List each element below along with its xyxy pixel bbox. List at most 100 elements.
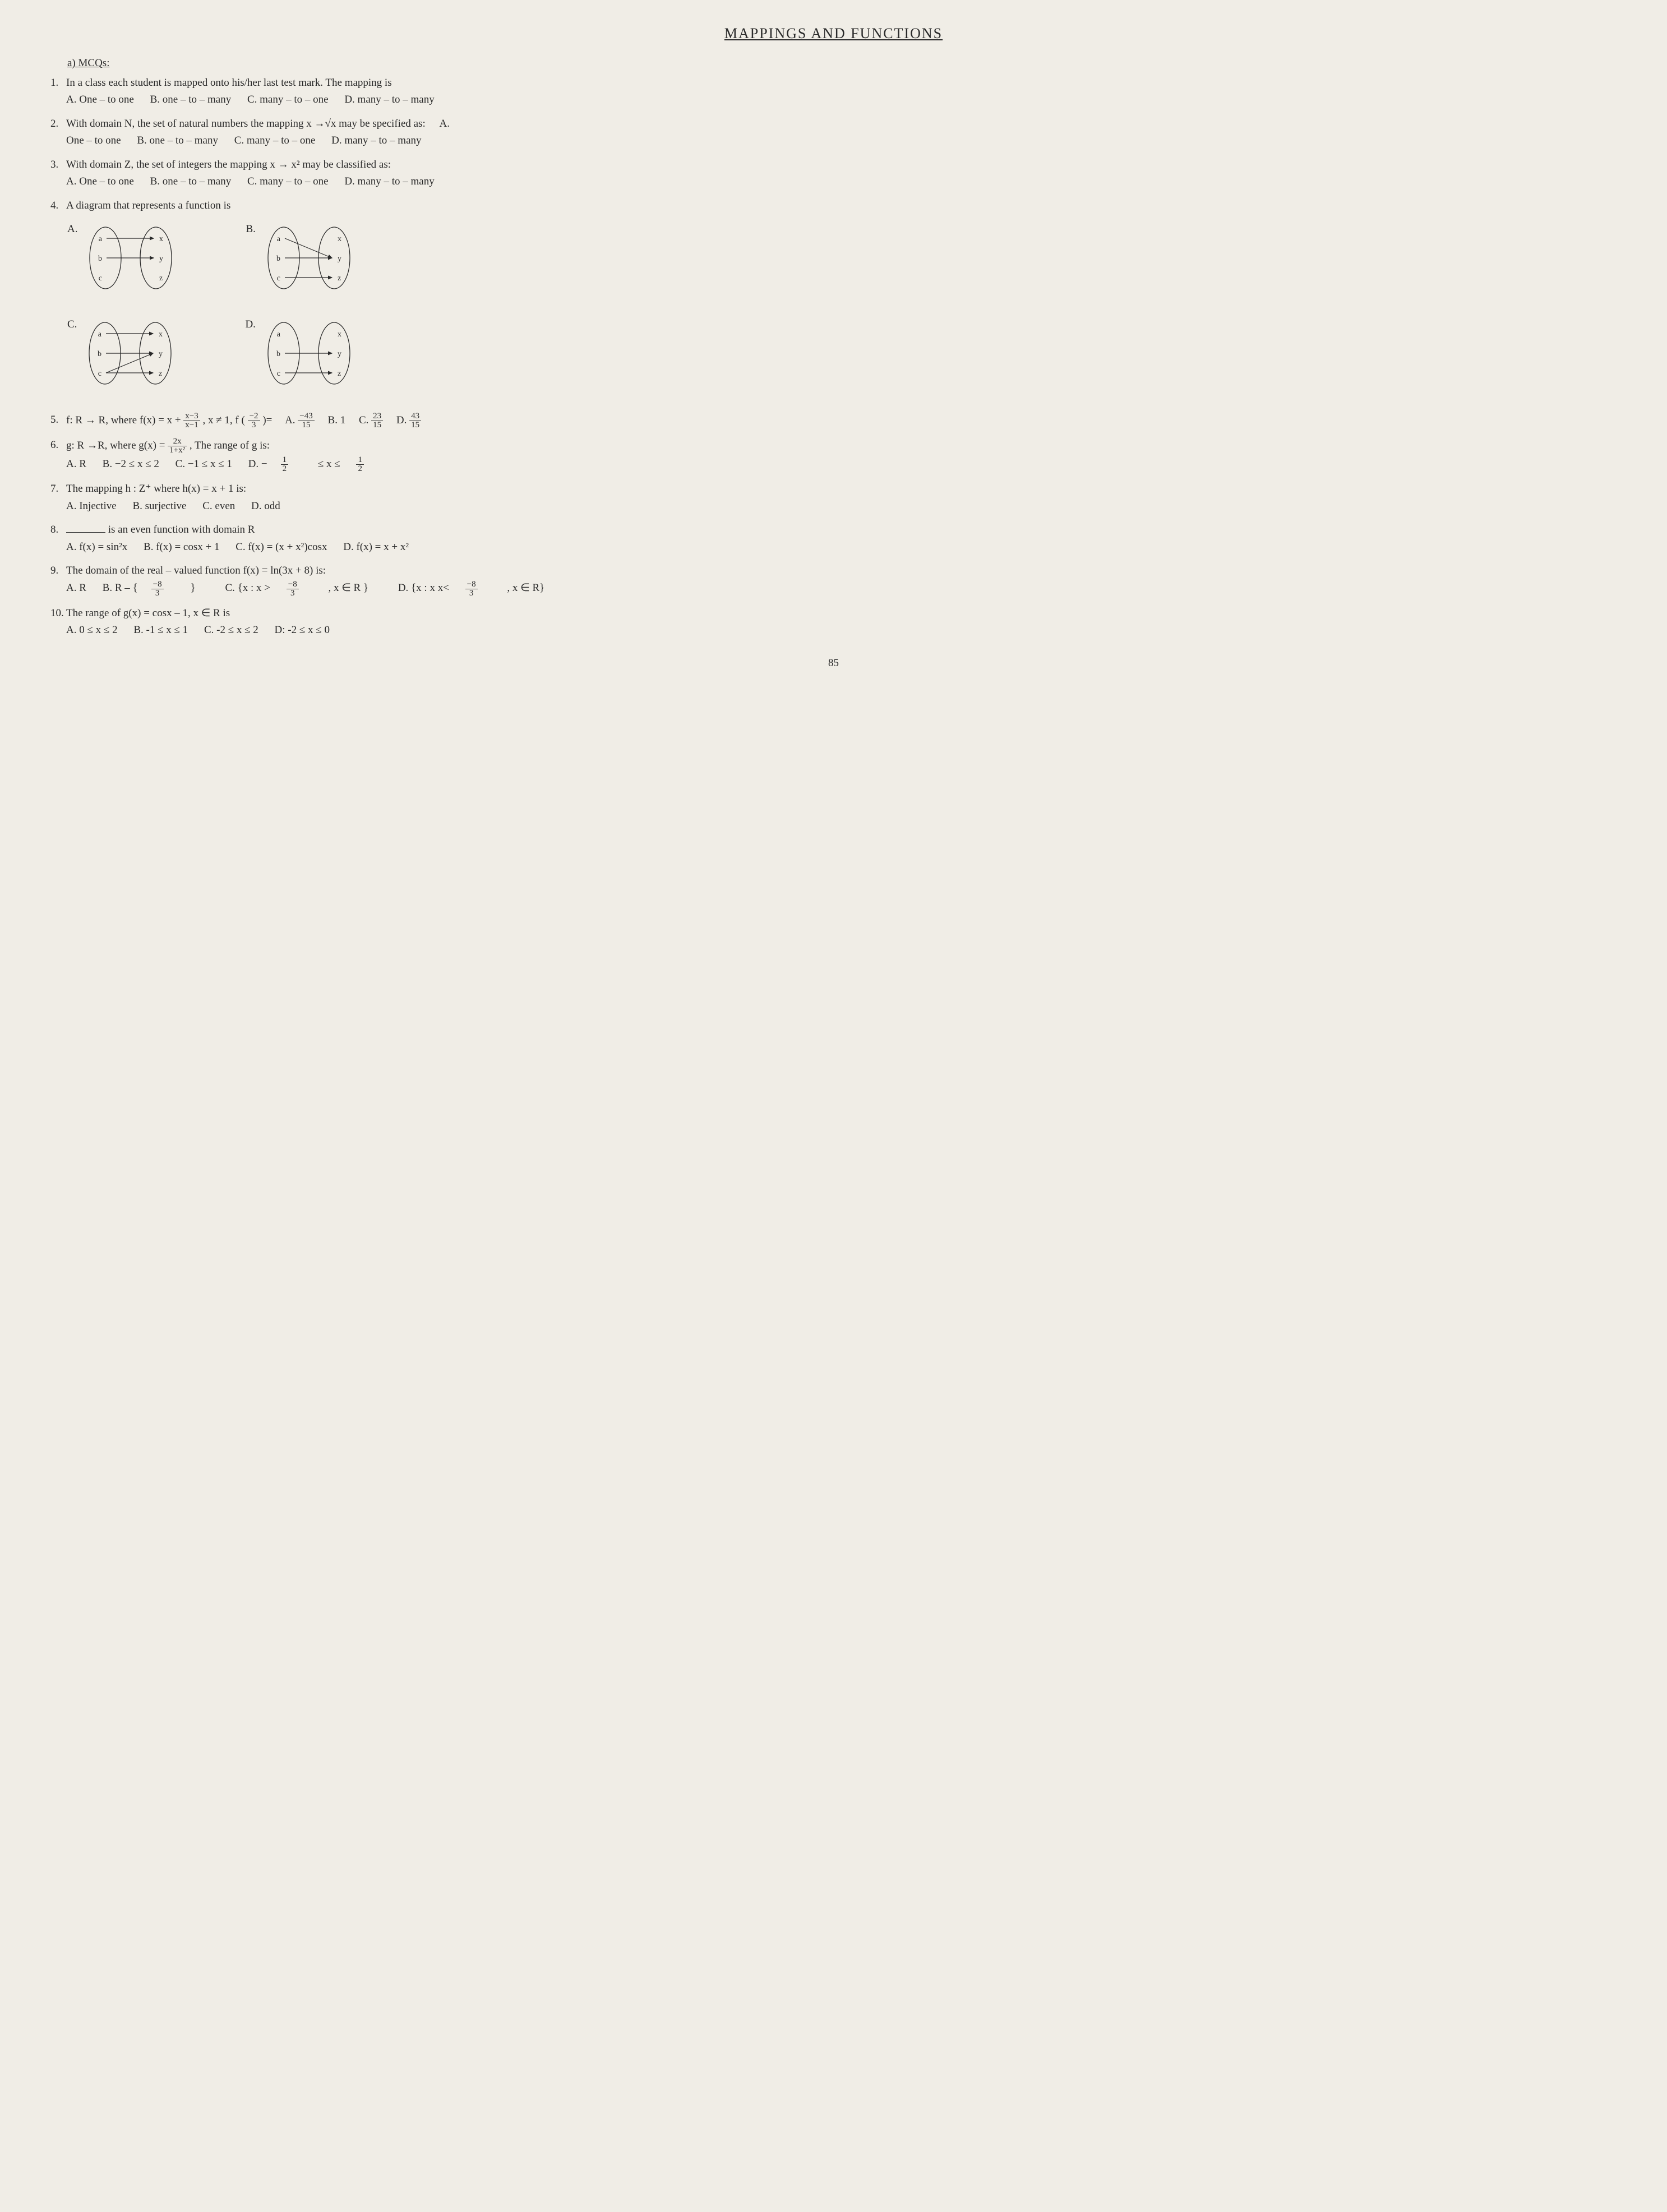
q2-text: With domain N, the set of natural number… — [66, 118, 426, 130]
q4-labelB: B. — [246, 221, 255, 238]
q10-optB: B. -1 ≤ x ≤ 1 — [133, 624, 188, 636]
diagram-D: D. abcxyz — [245, 317, 356, 390]
q2-trail: A. — [439, 118, 449, 130]
q8-optB: B. f(x) = cosx + 1 — [144, 541, 219, 553]
q10-optD: D: -2 ≤ x ≤ 0 — [275, 624, 330, 636]
q6-post: , The range of g is: — [190, 440, 270, 451]
q9-Bn: −8 — [151, 580, 164, 589]
svg-text:b: b — [276, 350, 280, 358]
diagram-row-1: A. abcxyz B. abcxyz — [67, 221, 1633, 294]
q1-optA: A. One – to one — [66, 94, 134, 105]
q5-mid2: )= — [262, 414, 272, 426]
question-9: 9. The domain of the real – valued funct… — [50, 563, 1633, 598]
q10-optA: A. 0 ≤ x ≤ 2 — [66, 624, 118, 636]
q9-Cn: −8 — [287, 580, 299, 589]
q5-An: −43 — [298, 412, 314, 421]
q10-optC: C. -2 ≤ x ≤ 2 — [204, 624, 258, 636]
q6-optA: A. R — [66, 458, 86, 470]
svg-text:z: z — [338, 274, 341, 283]
q3-optA: A. One – to one — [66, 176, 134, 187]
svg-text:x: x — [338, 235, 341, 243]
q9-Bpre: B. R – { — [103, 582, 138, 594]
q7-optB: B. surjective — [132, 500, 186, 512]
q2-optB: B. one – to – many — [137, 135, 218, 146]
q6-Dd2: 2 — [356, 465, 364, 473]
question-list: 1. In a class each student is mapped ont… — [34, 75, 1633, 639]
svg-text:z: z — [159, 370, 162, 378]
q8-num: 8. — [50, 522, 66, 555]
svg-text:c: c — [277, 370, 280, 378]
q6-gd: 1+x² — [168, 446, 187, 455]
q10-text: The range of g(x) = cosx – 1, x ∈ R is — [66, 606, 1633, 622]
q4-num: 4. — [50, 198, 66, 214]
q3-optD: D. many – to – many — [344, 176, 434, 187]
q2-num: 2. — [50, 116, 66, 149]
svg-text:a: a — [277, 330, 281, 339]
question-1: 1. In a class each student is mapped ont… — [50, 75, 1633, 108]
q9-num: 9. — [50, 563, 66, 598]
question-6: 6. g: R →R, where g(x) = 2x1+x² , The ra… — [50, 437, 1633, 473]
q5-Dn: 43 — [409, 412, 421, 421]
q5-Dpre: D. — [396, 414, 409, 426]
q10-num: 10. — [50, 606, 66, 639]
q1-optB: B. one – to – many — [150, 94, 232, 105]
q8-post: is an even function with domain R — [108, 524, 255, 535]
q9-Dpre: D. {x : x x< — [398, 582, 452, 594]
q6-optC: C. −1 ≤ x ≤ 1 — [176, 458, 232, 470]
q9-Bpost: } — [191, 582, 196, 594]
diagram-B: B. abcxyz — [246, 221, 356, 294]
svg-text:b: b — [98, 255, 102, 263]
q5-num: 5. — [50, 412, 66, 430]
q5-Cn: 23 — [371, 412, 383, 421]
q1-text: In a class each student is mapped onto h… — [66, 75, 1633, 91]
q6-Dd1: 2 — [281, 465, 289, 473]
svg-text:a: a — [98, 330, 102, 339]
question-7: 7. The mapping h : Z⁺ where h(x) = x + 1… — [50, 481, 1633, 514]
q6-gn: 2x — [168, 437, 187, 446]
q9-Bd: 3 — [151, 589, 164, 598]
q4-labelA: A. — [67, 221, 77, 238]
q5-Apre: A. — [285, 414, 298, 426]
q4-labelD: D. — [245, 317, 255, 333]
q1-optC: C. many – to – one — [247, 94, 329, 105]
q4-text: A diagram that represents a function is — [66, 198, 1633, 214]
q9-Dpost: , x ∈ R} — [505, 582, 545, 594]
q5-fracD: x−1 — [183, 421, 200, 430]
svg-text:a: a — [99, 235, 103, 243]
svg-text:x: x — [159, 330, 163, 339]
question-2: 2. With domain N, the set of natural num… — [50, 116, 1633, 149]
q5-Ad: 15 — [298, 421, 314, 430]
q7-num: 7. — [50, 481, 66, 514]
question-4: 4. A diagram that represents a function … — [50, 198, 1633, 214]
question-5: 5. f: R → R, where f(x) = x + x−3x−1 , x… — [50, 412, 1633, 430]
svg-text:y: y — [338, 350, 341, 358]
q2-optC: C. many – to – one — [234, 135, 316, 146]
q6-pre: g: R →R, where g(x) = — [66, 440, 168, 451]
q3-text: With domain Z, the set of integers the m… — [66, 157, 1633, 173]
q1-num: 1. — [50, 75, 66, 108]
q9-Dd: 3 — [465, 589, 478, 598]
q6-num: 6. — [50, 437, 66, 473]
question-8: 8. is an even function with domain R A. … — [50, 522, 1633, 555]
q7-optD: D. odd — [251, 500, 280, 512]
q9-Cd: 3 — [287, 589, 299, 598]
question-3: 3. With domain Z, the set of integers th… — [50, 157, 1633, 190]
q9-optA: A. R — [66, 582, 86, 594]
q8-optD: D. f(x) = x + x² — [343, 541, 409, 553]
svg-text:a: a — [277, 235, 281, 243]
q7-optA: A. Injective — [66, 500, 117, 512]
q6-Dn1: 1 — [281, 456, 289, 465]
section-label: a) MCQs: — [67, 56, 1633, 72]
svg-text:c: c — [99, 274, 102, 283]
svg-text:c: c — [98, 370, 101, 378]
q3-optC: C. many – to – one — [247, 176, 329, 187]
q6-Dpre: D. − — [248, 458, 267, 470]
svg-text:z: z — [159, 274, 163, 283]
page-title: MAPPINGS AND FUNCTIONS — [34, 22, 1633, 44]
q5-Cd: 15 — [371, 421, 383, 430]
svg-text:y: y — [159, 350, 163, 358]
q2-optD: D. many – to – many — [331, 135, 421, 146]
q9-Dn: −8 — [465, 580, 478, 589]
q9-Cpre: C. {x : x > — [225, 582, 273, 594]
q9-text: The domain of the real – valued function… — [66, 563, 1633, 579]
